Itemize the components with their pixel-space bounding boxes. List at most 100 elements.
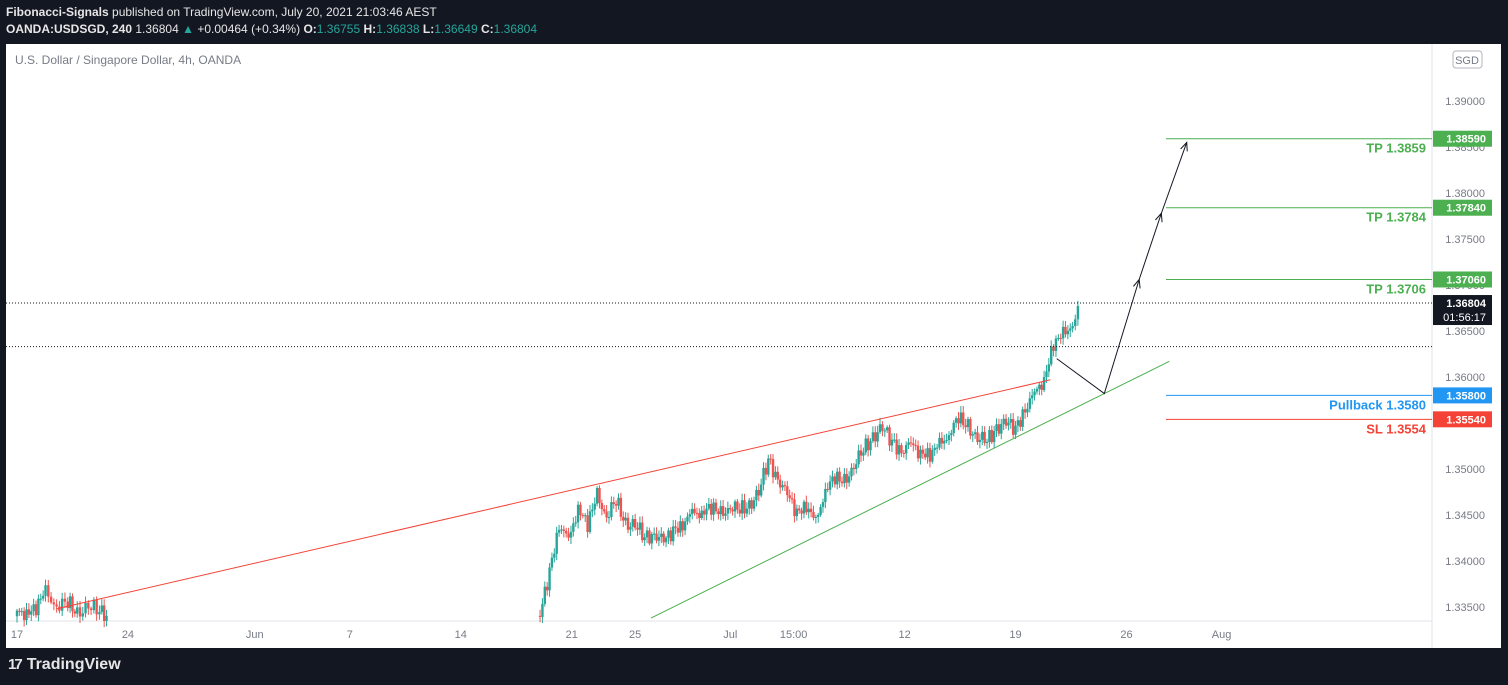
candle-body	[729, 507, 732, 510]
level-badge	[1433, 130, 1492, 147]
level-label: SL 1.3554	[1366, 421, 1427, 436]
candle-body	[721, 506, 725, 516]
candle-body	[1057, 337, 1060, 339]
candle-body	[731, 509, 734, 512]
candle-body	[876, 432, 879, 442]
candle-body	[624, 517, 627, 521]
candle-body	[657, 536, 661, 541]
candle-body	[824, 488, 827, 503]
candle-body	[688, 514, 692, 517]
y-tick-label: 1.36000	[1445, 372, 1485, 384]
candle-body	[807, 508, 810, 513]
candle-body	[1030, 395, 1034, 399]
x-tick-label: Aug	[1212, 629, 1232, 641]
candle-body	[662, 533, 665, 543]
published-text: published on TradingView.com, July 20, 2…	[112, 5, 437, 19]
candle-body	[912, 443, 915, 446]
projection-segment	[1160, 142, 1188, 214]
level-badge	[1433, 411, 1492, 428]
candle-body	[1026, 408, 1029, 413]
candle-body	[660, 533, 663, 537]
candle-body	[600, 503, 604, 510]
candle-body	[1050, 346, 1053, 365]
candle-body	[904, 445, 908, 454]
currency-badge-label: SGD	[1455, 55, 1479, 67]
candle-body	[897, 445, 901, 455]
candle-body	[859, 450, 863, 456]
candle-body	[831, 476, 834, 482]
candle-body	[541, 603, 544, 617]
candle-body	[736, 501, 739, 510]
candle-body	[22, 611, 26, 621]
candle-body	[78, 607, 82, 617]
close-label: C:	[480, 22, 494, 36]
candle-body	[890, 439, 894, 446]
candle-body	[1045, 371, 1048, 378]
candle-body	[655, 533, 658, 541]
y-tick-label: 1.39000	[1445, 96, 1485, 108]
candle-body	[565, 530, 568, 534]
candle-body	[1054, 338, 1058, 351]
candle-body	[579, 504, 582, 516]
x-tick-label: 15:00	[780, 629, 808, 641]
candle-body	[900, 445, 903, 453]
candle-body	[650, 534, 653, 544]
candle-body	[864, 438, 867, 453]
candle-body	[990, 429, 993, 443]
candle-body	[852, 467, 856, 469]
candle-body	[945, 440, 948, 442]
candle-body	[802, 501, 806, 514]
candle-body	[1038, 384, 1041, 389]
level-label: Pullback 1.3580	[1329, 397, 1426, 412]
candle-body	[76, 607, 79, 614]
candle-body	[81, 613, 84, 617]
candle-body	[983, 431, 986, 444]
candle-body	[878, 424, 882, 433]
candle-body	[574, 522, 577, 524]
arrow-head-icon	[1180, 141, 1188, 152]
candle-body	[750, 500, 753, 509]
candle-body	[92, 599, 96, 611]
candle-body	[629, 526, 632, 530]
candle-body	[638, 522, 642, 530]
candle-body	[588, 511, 592, 532]
candle-body	[39, 598, 42, 600]
publish-info: Fibonacci-Signals published on TradingVi…	[6, 5, 437, 19]
y-axis-ticks: 1.335001.340001.345001.350001.355001.360…	[1445, 96, 1485, 614]
candle-body	[938, 437, 941, 448]
candle-body	[1002, 418, 1005, 424]
candle-body	[790, 498, 794, 500]
candle-body	[555, 532, 558, 554]
candle-body	[743, 500, 746, 514]
current-price-value: 1.36804	[1446, 298, 1487, 310]
candle-body	[37, 598, 40, 616]
candle-body	[855, 464, 858, 469]
candle-body	[702, 510, 706, 515]
candle-body	[693, 508, 696, 513]
candle-body	[664, 537, 668, 543]
candle-body	[1059, 337, 1062, 339]
candle-body	[914, 445, 917, 447]
x-tick-label: 19	[1009, 629, 1021, 641]
candle-body	[1000, 423, 1003, 434]
brand-name: TradingView	[26, 656, 121, 673]
chart-panel[interactable]: U.S. Dollar / Singapore Dollar, 4h, OAND…	[6, 44, 1501, 648]
currency-badge[interactable]	[1452, 50, 1483, 69]
candle-body	[550, 557, 554, 568]
price-chart[interactable]: U.S. Dollar / Singapore Dollar, 4h, OAND…	[6, 44, 1501, 648]
candle-body	[767, 458, 770, 475]
candle-body	[795, 508, 799, 517]
candle-body	[843, 473, 846, 484]
candle-body	[809, 508, 813, 513]
candle-body	[988, 429, 991, 443]
x-tick-label: 14	[455, 629, 467, 641]
candle-body	[591, 509, 594, 512]
candle-body	[73, 611, 77, 614]
candle-body	[669, 530, 673, 542]
x-tick-label: 26	[1120, 629, 1132, 641]
candle-body	[68, 596, 72, 609]
candle-body	[581, 515, 585, 517]
candle-body	[738, 509, 741, 514]
tradingview-footer[interactable]: 17 TradingView	[8, 656, 121, 674]
candle-body	[1007, 422, 1010, 426]
